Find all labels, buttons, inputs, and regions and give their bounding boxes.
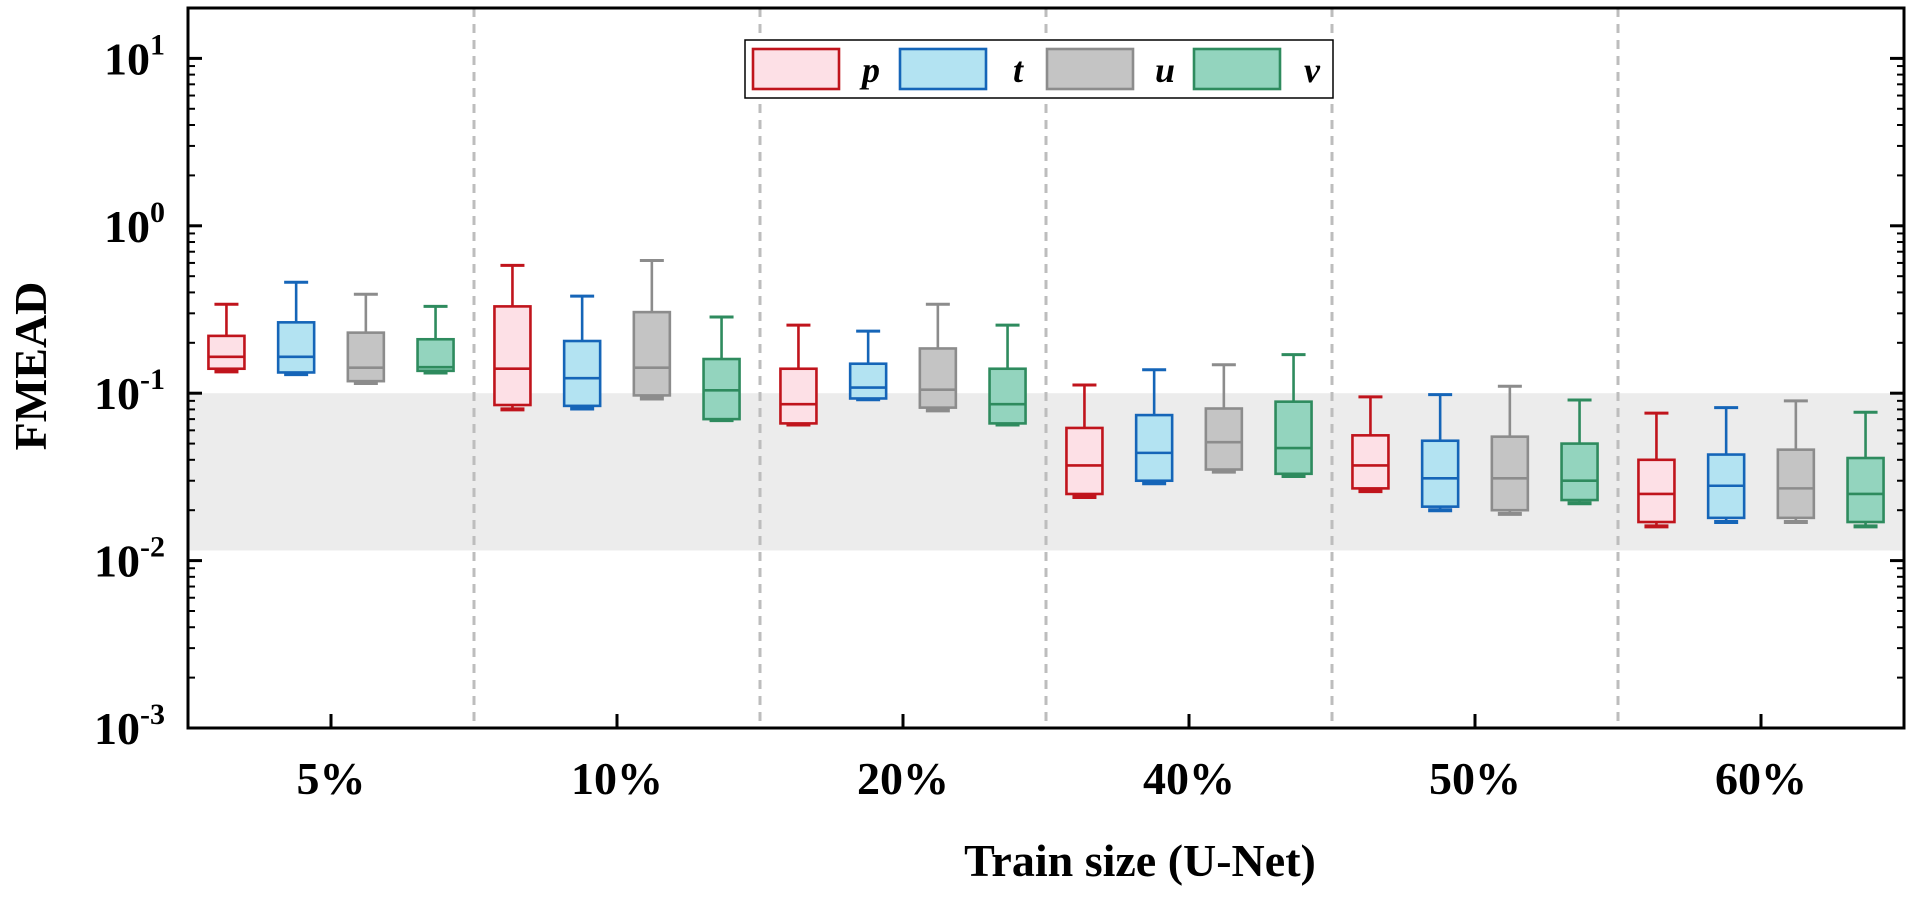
box-p-60pct: [1637, 411, 1676, 529]
legend-swatch-p: [751, 47, 841, 91]
box-body: [562, 339, 602, 408]
box-v-10pct: [702, 315, 741, 423]
box-body: [1351, 434, 1390, 490]
box-u-5pct: [346, 292, 386, 386]
box-t-10pct: [562, 294, 602, 411]
box-body: [1846, 456, 1885, 524]
box-body: [1274, 400, 1313, 476]
box-v-5pct: [416, 304, 455, 375]
legend-swatch-t: [898, 47, 988, 91]
y-tick-label: 100: [104, 196, 165, 252]
box-t-20pct: [848, 329, 888, 402]
box-body: [1134, 413, 1174, 483]
y-tick-label: 101: [104, 28, 165, 84]
box-body: [988, 367, 1027, 425]
box-t-60pct: [1706, 406, 1746, 525]
legend-label-v: v: [1304, 50, 1321, 90]
box-v-40pct: [1274, 353, 1313, 479]
box-v-50pct: [1560, 398, 1599, 506]
box-body: [1490, 435, 1530, 512]
box-body: [493, 305, 532, 407]
box-u-40pct: [1204, 363, 1244, 474]
box-body: [416, 337, 455, 373]
y-tick-label: 10-1: [94, 363, 165, 419]
legend-label-p: p: [859, 50, 880, 90]
y-axis-title: FMEAD: [5, 282, 56, 451]
box-p-40pct: [1065, 383, 1104, 499]
category-separators: [472, 8, 1620, 728]
box-body: [632, 310, 672, 397]
box-body: [1776, 448, 1816, 520]
box-body: [1065, 426, 1104, 496]
box-p-20pct: [779, 323, 818, 427]
box-body: [848, 362, 888, 400]
plot-frame: [186, 6, 1906, 730]
box-body: [346, 331, 386, 383]
box-v-20pct: [988, 323, 1027, 427]
legend-label-t: t: [1013, 50, 1024, 90]
box-u-20pct: [918, 302, 958, 413]
box-body: [918, 347, 958, 409]
box-v-60pct: [1846, 410, 1885, 529]
box-body: [276, 321, 316, 374]
box-body: [1204, 407, 1244, 471]
y-tick-label: 10-2: [94, 531, 165, 587]
y-tick-label: 10-3: [94, 698, 165, 754]
box-t-5pct: [276, 280, 316, 377]
x-tick-label: 20%: [857, 753, 949, 804]
x-tick-label: 50%: [1429, 753, 1521, 804]
box-u-60pct: [1776, 399, 1816, 525]
x-tick-label: 5%: [297, 753, 366, 804]
box-p-50pct: [1351, 395, 1390, 494]
legend-swatch-v: [1192, 47, 1282, 91]
x-tick-label: 40%: [1143, 753, 1235, 804]
box-body: [207, 334, 246, 371]
box-body: [1637, 458, 1676, 524]
box-body: [779, 367, 818, 425]
box-p-5pct: [207, 302, 246, 374]
box-u-50pct: [1490, 384, 1530, 516]
axes-layer: 101 100 10-1 10-2 10-3 5% 10% 20% 40% 50% 60%: [94, 6, 1906, 804]
box-p-10pct: [493, 263, 532, 412]
box-u-10pct: [632, 259, 672, 401]
x-axis-title: Train size (U-Net): [964, 835, 1316, 886]
box-t-40pct: [1134, 368, 1174, 486]
x-tick-label: 10%: [571, 753, 663, 804]
boxes-layer: [207, 259, 1885, 529]
box-body: [1420, 439, 1460, 508]
box-t-50pct: [1420, 393, 1460, 513]
box-body: [1560, 442, 1599, 502]
legend-label-u: u: [1155, 50, 1175, 90]
legend-swatch-u: [1045, 47, 1135, 91]
x-tick-label: 60%: [1715, 753, 1807, 804]
